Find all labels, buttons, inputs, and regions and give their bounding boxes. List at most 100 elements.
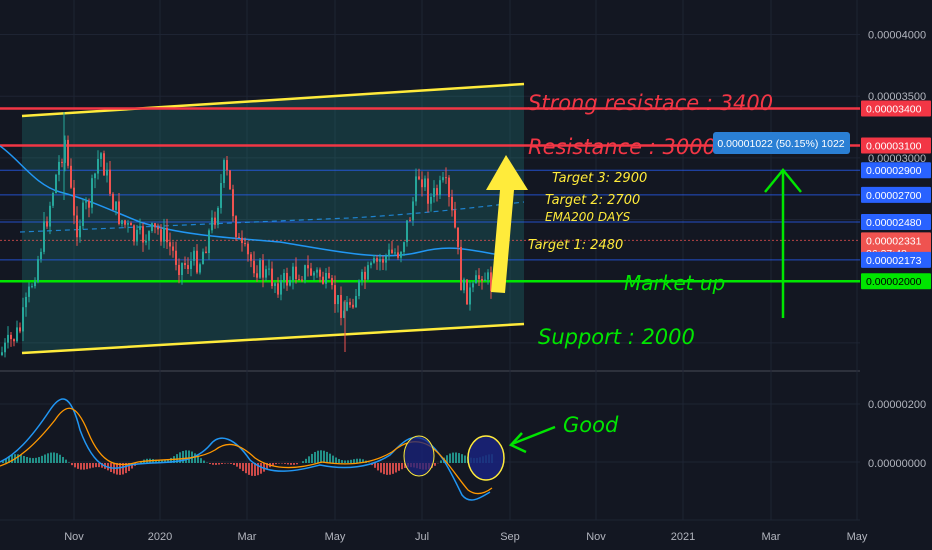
candle-body: [439, 180, 441, 196]
histogram-bar: [359, 458, 361, 463]
candle-body: [478, 275, 480, 280]
candle-body: [136, 229, 138, 242]
candle-body: [232, 189, 234, 217]
candle-body: [31, 286, 33, 288]
histogram-bar: [26, 457, 28, 463]
candle-body: [100, 153, 102, 159]
histogram-bar: [287, 463, 289, 465]
histogram-bar: [449, 453, 451, 463]
candle-body: [187, 265, 189, 270]
histogram-bar: [278, 463, 280, 464]
candle-body: [109, 169, 111, 194]
histogram-bar: [317, 450, 319, 463]
histogram-bar: [80, 463, 82, 470]
candle-body: [91, 178, 93, 208]
candle-body: [400, 251, 402, 258]
candle-body: [148, 231, 150, 241]
channel-fill: [22, 84, 524, 353]
market-up-arrow-head: [764, 168, 802, 193]
histogram-bar: [101, 463, 103, 468]
histogram-bar: [395, 463, 397, 473]
histogram-bar: [323, 450, 325, 463]
x-tick-label: Nov: [64, 531, 84, 543]
resistance-label: Resistance : 3000: [528, 135, 716, 159]
price-labels: 0.00003400 0.00003100 0.00002900 0.00002700…: [861, 100, 931, 290]
candle-body: [37, 259, 39, 282]
histogram-bar: [17, 454, 19, 463]
candle-body: [22, 307, 24, 332]
candle-body: [430, 196, 432, 204]
candle-body: [307, 265, 309, 269]
ema200-line: [19, 201, 525, 233]
histogram-bar: [290, 463, 292, 465]
candle-body: [217, 207, 219, 225]
candle-body: [127, 223, 129, 225]
candle-body: [196, 250, 198, 273]
histogram-bar: [182, 450, 184, 463]
candle-body: [298, 279, 300, 281]
histogram-bar: [188, 450, 190, 463]
candle-body: [316, 269, 318, 273]
histogram-bar: [215, 463, 217, 465]
price-label-box: [861, 273, 931, 290]
candle-body: [208, 230, 210, 254]
histogram-bar: [263, 463, 265, 472]
histogram-bar: [125, 463, 127, 474]
channel-lower-line: [21, 322, 525, 355]
histogram-bar: [53, 452, 55, 463]
candle-body: [445, 177, 447, 179]
candle-body: [394, 252, 396, 254]
candle-body: [163, 227, 165, 242]
candle-body: [61, 161, 63, 163]
histogram-bar: [230, 463, 232, 464]
histogram-bar: [248, 463, 250, 475]
candle-body: [280, 280, 282, 295]
histogram-bar: [119, 463, 121, 475]
signal-line: [0, 407, 493, 495]
candle-body: [406, 220, 408, 243]
candle-body: [205, 251, 207, 254]
histogram-bar: [434, 463, 436, 466]
histogram-bar: [446, 455, 448, 463]
histogram-bar: [245, 463, 247, 474]
histogram-bar: [218, 463, 220, 465]
histogram-bar: [275, 463, 277, 465]
candle-body: [199, 264, 201, 273]
candle-body: [43, 221, 45, 252]
candle-body: [292, 266, 294, 281]
candle-body: [469, 287, 471, 305]
candle-body: [130, 223, 132, 226]
histogram-bar: [56, 453, 58, 463]
candle-body: [337, 295, 339, 305]
candle-body: [436, 188, 438, 196]
histogram-bar: [224, 463, 226, 464]
highlight-ellipse: [467, 435, 505, 481]
candle-body: [418, 176, 420, 180]
candle-body: [202, 251, 204, 265]
candle-body: [160, 229, 162, 242]
candle-body: [46, 221, 48, 227]
candle-body: [67, 139, 69, 166]
candle-body: [193, 250, 195, 261]
price-label-box: [861, 137, 931, 154]
candle-body: [265, 269, 267, 278]
highlight-ellipse: [403, 435, 435, 477]
histogram-bar: [44, 454, 46, 463]
histogram-bar: [353, 459, 355, 463]
candle-body: [343, 310, 345, 318]
price-label-text: 0.00002173: [866, 255, 922, 267]
histogram-bar: [128, 463, 130, 472]
candle-body: [223, 160, 225, 184]
histogram-bar: [179, 452, 181, 463]
candle-body: [409, 220, 411, 222]
price-label-text: 0.00002331: [866, 235, 922, 247]
histogram-bar: [155, 459, 157, 463]
candle-body: [472, 283, 474, 288]
candle-body: [340, 295, 342, 318]
candle-body: [256, 273, 258, 278]
histogram-bar: [326, 451, 328, 463]
histogram-bar: [200, 458, 202, 463]
histogram-bar: [62, 456, 64, 463]
ema200-label: EMA200 DAYS: [545, 210, 631, 224]
